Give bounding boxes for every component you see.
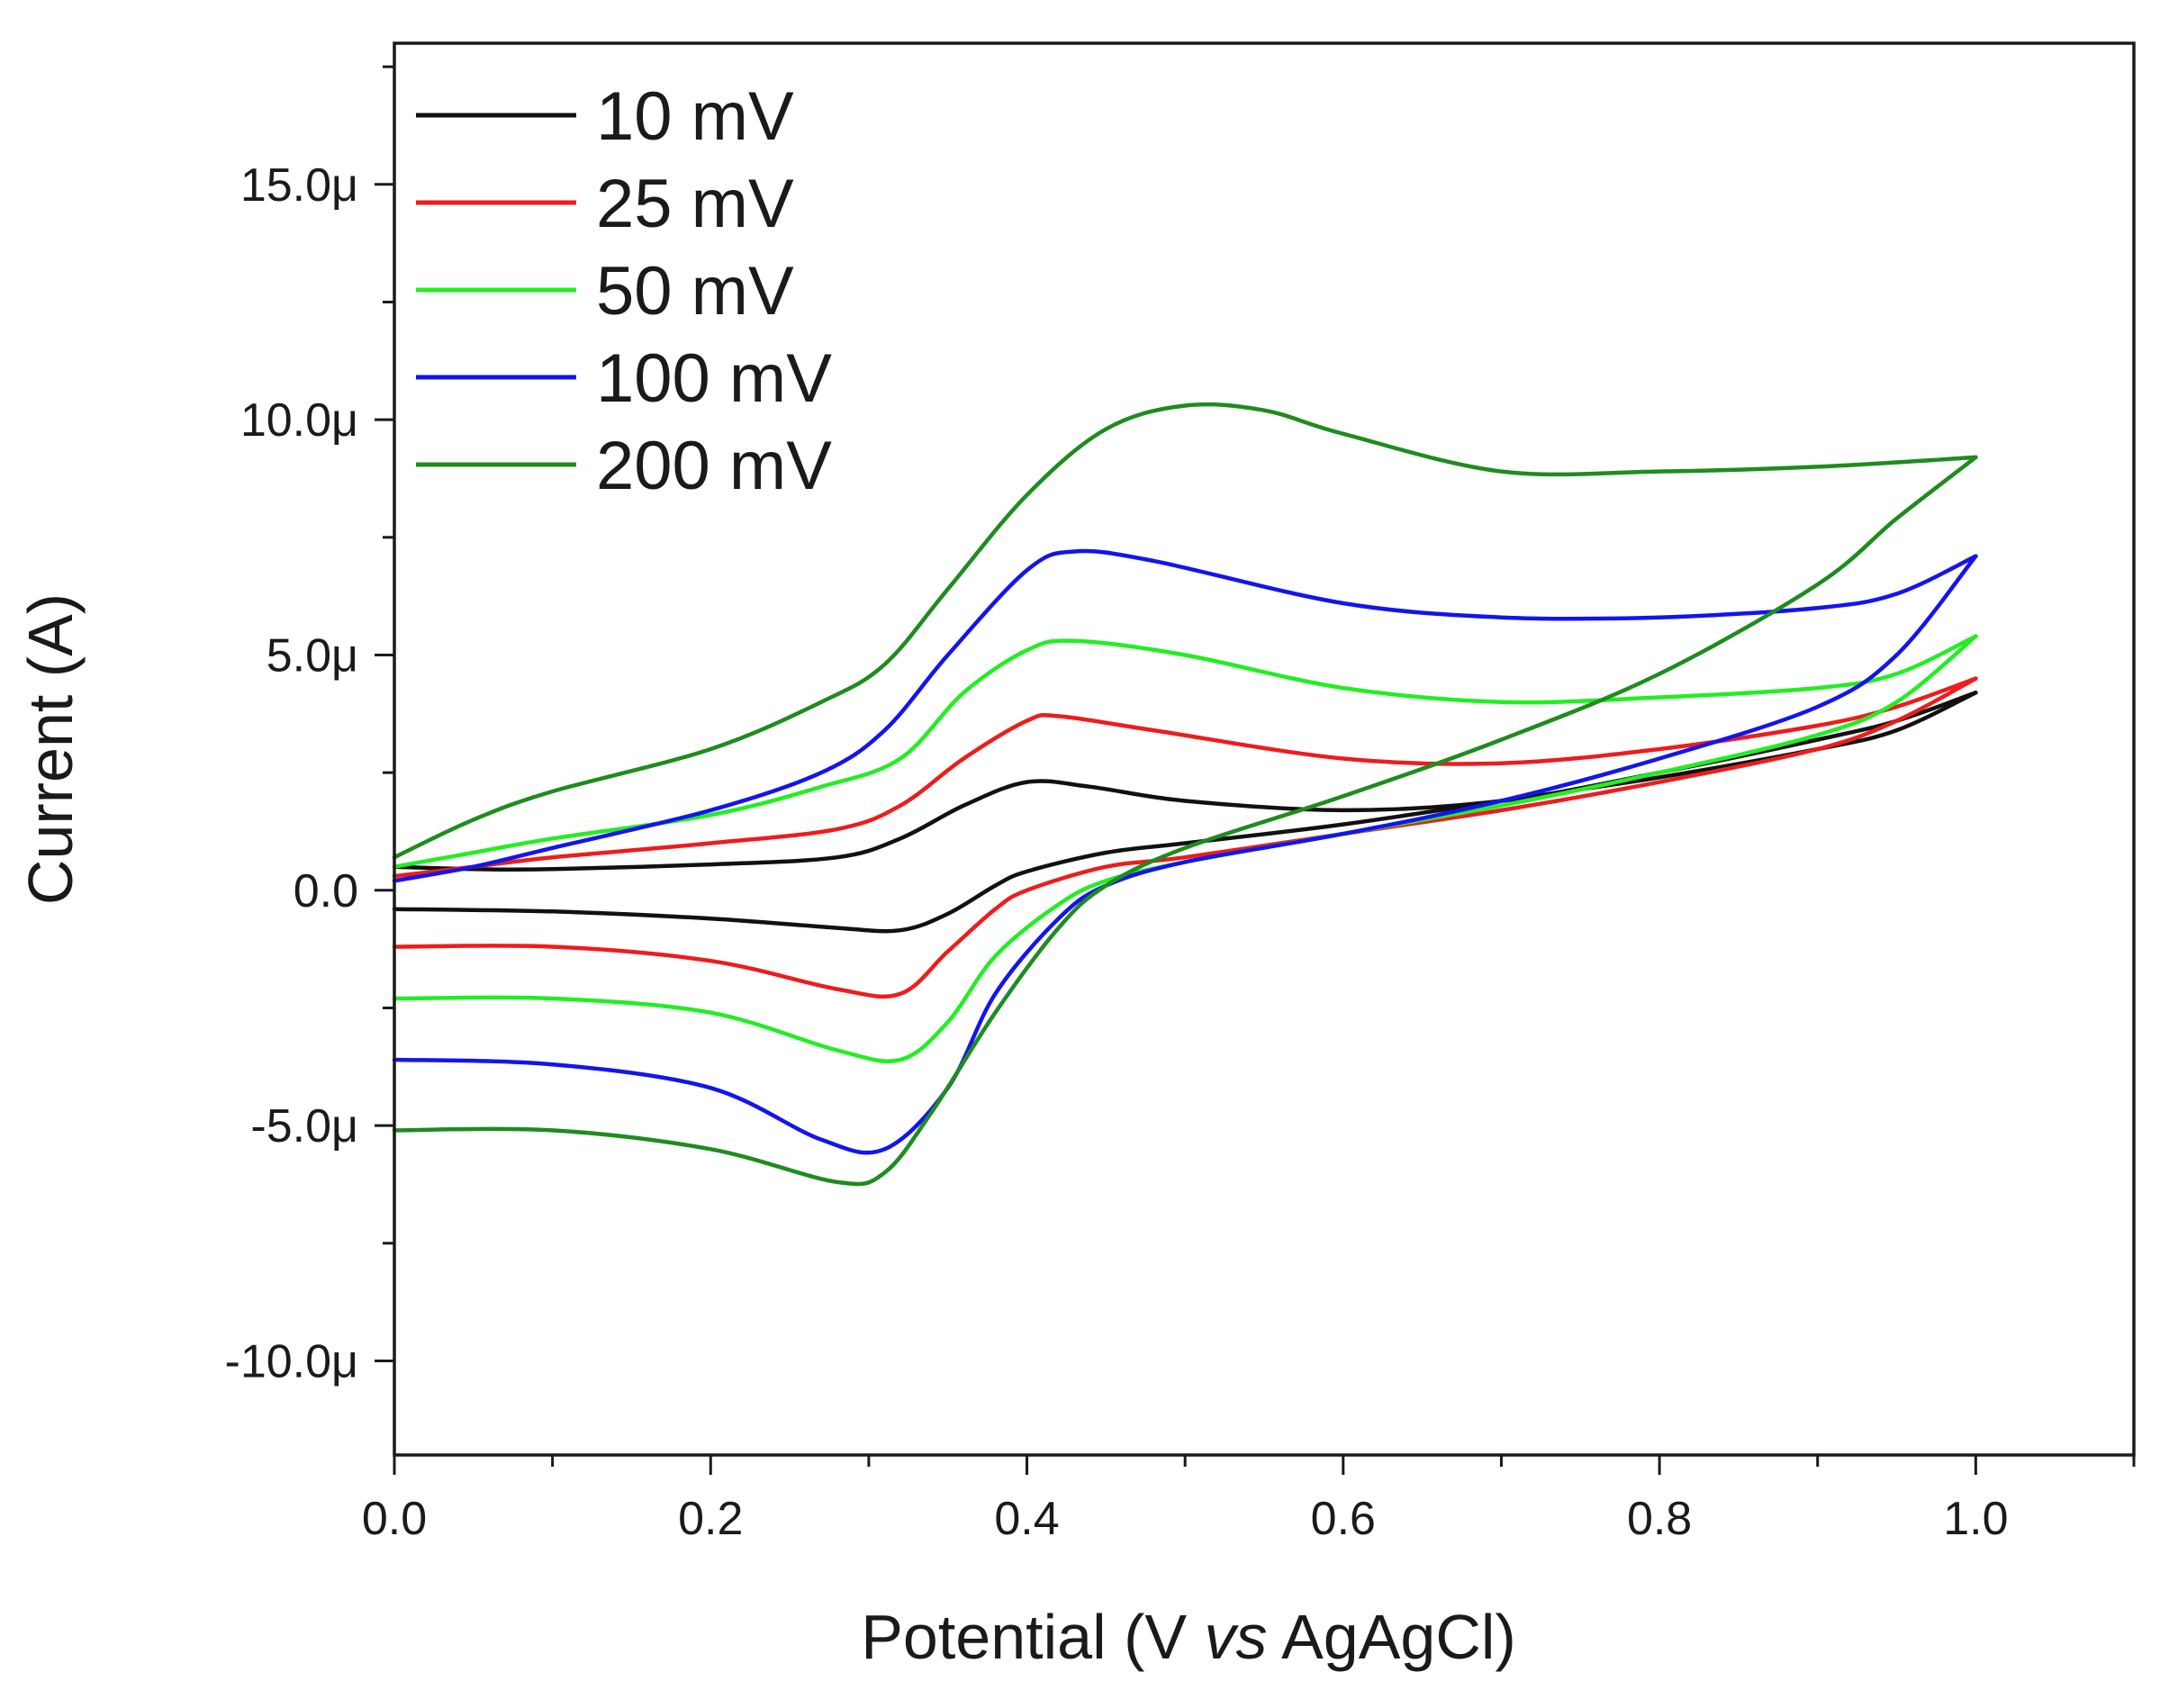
y-tick-label: -10.0μ — [225, 1335, 358, 1387]
series-line-100-mv-forward — [392, 548, 1978, 883]
y-axis-ticks: 15.0μ 10.0μ 5.0μ 0.0 -5.0μ -10.0μ — [225, 65, 394, 1387]
y-tick-label: 10.0μ — [240, 394, 358, 447]
legend: 10 mV 25 mV 50 mV 100 mV 200 mV — [416, 78, 832, 504]
x-tick-label: 1.0 — [1943, 1493, 2008, 1545]
legend-label: 25 mV — [596, 166, 794, 242]
y-tick-label: 5.0μ — [267, 629, 358, 682]
y-tick-label: -5.0μ — [250, 1100, 358, 1152]
x-tick-label: 0.0 — [362, 1493, 427, 1545]
x-axis-ticks: 0.0 0.2 0.4 0.6 0.8 1.0 — [362, 1455, 2136, 1545]
series-curves — [392, 402, 1978, 1187]
legend-label: 10 mV — [596, 78, 794, 155]
y-axis-title: Current (A) — [15, 593, 86, 905]
legend-label: 100 mV — [596, 340, 832, 417]
x-axis-title-prefix: Potential (V — [861, 1602, 1204, 1672]
x-axis-title-suffix: AgAgCl) — [1268, 1602, 1516, 1672]
x-tick-label: 0.6 — [1311, 1493, 1376, 1545]
x-tick-label: 0.8 — [1627, 1493, 1692, 1545]
legend-label: 50 mV — [596, 253, 794, 330]
series-line-200-mv-forward — [392, 402, 1978, 860]
x-axis-title: Potential (V vs AgAgCl) — [861, 1602, 1516, 1672]
x-tick-label: 0.2 — [678, 1493, 743, 1545]
legend-label: 200 mV — [596, 428, 832, 504]
series-line-50-mv-reverse — [392, 634, 1978, 1064]
y-tick-label: 0.0 — [294, 865, 358, 917]
y-tick-label: 15.0μ — [240, 159, 358, 212]
x-tick-label: 0.4 — [994, 1493, 1059, 1545]
series-line-25-mv-reverse — [392, 676, 1978, 999]
plot-frame — [393, 41, 2136, 1457]
series-line-10-mv-reverse — [392, 691, 1978, 934]
series-line-200-mv-reverse — [392, 455, 1978, 1187]
x-axis-title-italic: vs — [1205, 1602, 1268, 1672]
